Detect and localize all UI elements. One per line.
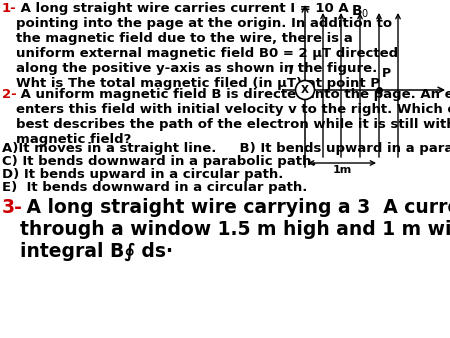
- Text: P: P: [382, 67, 391, 80]
- Text: 2-: 2-: [2, 88, 17, 101]
- Text: A long straight wire carries current I = 10 A
pointing into the page at the orig: A long straight wire carries current I =…: [16, 2, 398, 90]
- Text: B$_0$: B$_0$: [351, 4, 369, 20]
- Circle shape: [296, 80, 315, 99]
- Text: E)  It bends downward in a circular path.: E) It bends downward in a circular path.: [2, 181, 307, 194]
- Text: A)It moves in a straight line.     B) It bends upward in a parabolic path.: A)It moves in a straight line. B) It ben…: [2, 142, 450, 155]
- Text: X: X: [301, 85, 309, 95]
- Text: A uniform magnetic field B is directed into the page. An electron
enters this fi: A uniform magnetic field B is directed i…: [16, 88, 450, 146]
- Text: C) It bends downward in a parabolic path.: C) It bends downward in a parabolic path…: [2, 155, 316, 168]
- Text: I: I: [288, 64, 293, 77]
- Text: A long straight wire carrying a 3  A current enters a room
through a window 1.5 : A long straight wire carrying a 3 A curr…: [20, 198, 450, 261]
- Text: D) It bends upward in a circular path.: D) It bends upward in a circular path.: [2, 168, 284, 181]
- Text: 1m: 1m: [333, 165, 351, 175]
- Text: 1-: 1-: [2, 2, 17, 15]
- Text: 3-: 3-: [2, 198, 23, 217]
